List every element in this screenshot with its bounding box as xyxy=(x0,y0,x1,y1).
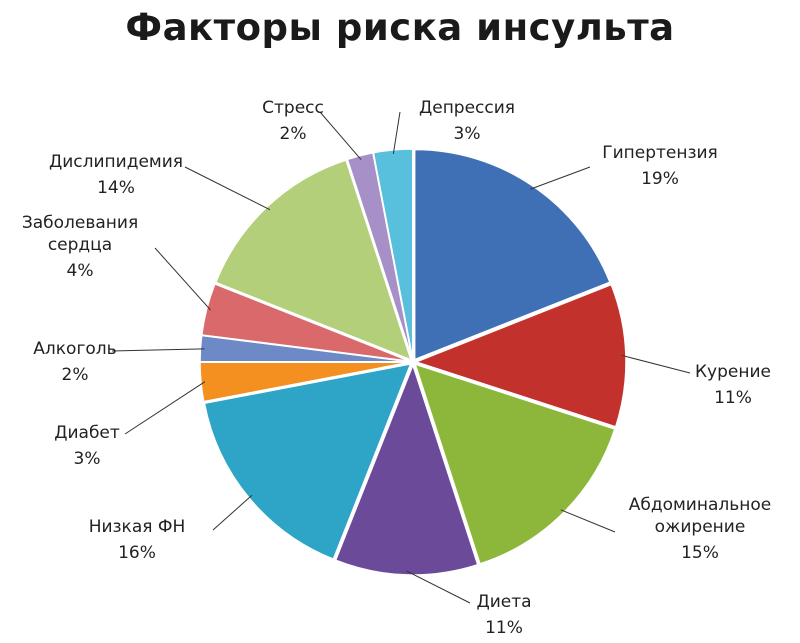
pie-slice-1 xyxy=(413,148,611,361)
slice-label-9: Дислипидемия xyxy=(49,152,183,172)
slice-label-8-line-1: Заболевания xyxy=(22,213,138,233)
slice-label-10: Стресс xyxy=(262,98,324,118)
slice-percent-2: 11% xyxy=(714,388,752,408)
leader-line-1 xyxy=(530,166,591,190)
slice-label-3-line-2: ожирение xyxy=(655,517,746,537)
leader-lines xyxy=(111,111,691,604)
leader-line-7 xyxy=(111,348,205,352)
leader-line-4 xyxy=(406,570,471,604)
slice-percent-6: 3% xyxy=(74,449,101,469)
slice-percent-11: 3% xyxy=(454,124,481,144)
slice-label-11: Депрессия xyxy=(419,98,515,118)
slice-percent-4: 11% xyxy=(485,618,523,638)
leader-line-9 xyxy=(184,166,271,211)
leader-line-6 xyxy=(124,381,206,435)
leader-line-10 xyxy=(319,111,362,160)
slice-percent-8: 4% xyxy=(67,261,94,281)
pie-slice-2 xyxy=(413,283,627,428)
slice-labels: Гипертензия 19% Курение 11% Абдоминальноеожи… xyxy=(22,98,771,638)
leader-line-11 xyxy=(392,111,401,155)
chart-title: Факторы риска инсульта xyxy=(125,6,675,49)
pie-slice-3 xyxy=(413,362,616,565)
slice-label-4: Диета xyxy=(476,592,531,612)
leader-line-3 xyxy=(560,509,616,533)
slice-percent-10: 2% xyxy=(280,124,307,144)
leader-line-2 xyxy=(621,354,691,374)
slice-label-2: Курение xyxy=(695,362,771,382)
slice-percent-5: 16% xyxy=(118,543,156,563)
leader-line-5 xyxy=(212,494,253,531)
slice-label-3-line-1: Абдоминальное xyxy=(629,495,772,515)
slice-label-1: Гипертензия xyxy=(602,143,718,163)
slice-percent-9: 14% xyxy=(97,178,135,198)
slice-label-7: Алкоголь xyxy=(33,339,116,359)
slice-label-5: Низкая ФН xyxy=(89,517,186,537)
pie-slices xyxy=(199,148,627,576)
pie-slice-11 xyxy=(372,148,414,360)
pie-slice-4 xyxy=(334,362,479,576)
pie-slice-9 xyxy=(214,159,413,362)
slice-percent-7: 2% xyxy=(62,365,89,385)
slice-label-6: Диабет xyxy=(54,423,120,443)
slice-label-8-line-2: сердца xyxy=(48,235,112,255)
leader-line-8 xyxy=(154,247,211,311)
pie-slice-8 xyxy=(200,282,411,362)
slice-percent-1: 19% xyxy=(641,169,679,189)
slice-percent-3: 15% xyxy=(681,543,719,563)
